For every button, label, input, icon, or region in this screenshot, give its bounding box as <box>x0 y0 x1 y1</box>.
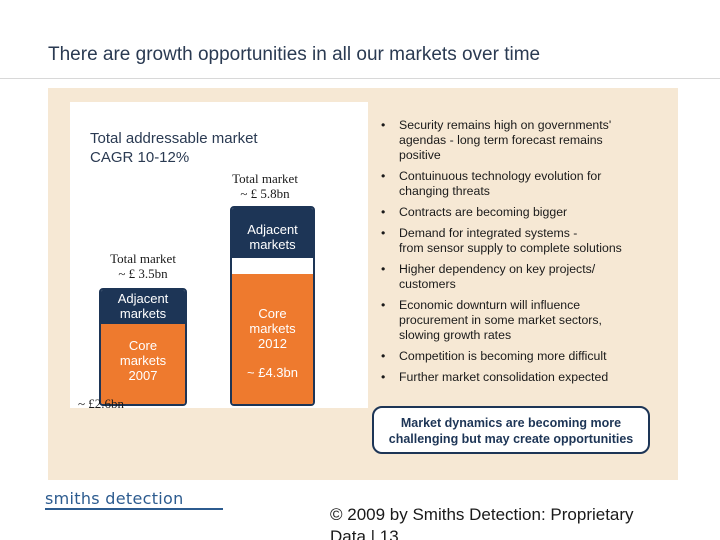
bullet-text: customers <box>399 277 456 291</box>
slide-title: There are growth opportunities in all ou… <box>48 44 541 65</box>
bullet-text: Further market consolidation expected <box>399 370 609 384</box>
core-2007-line2: markets <box>119 353 167 368</box>
bullet-text: Competition is becoming more difficult <box>399 349 607 363</box>
core-2012-line1: Core <box>258 306 287 321</box>
bullet-marker: • <box>381 118 386 132</box>
bullet-item: • Security remains high on governments' … <box>378 118 648 163</box>
title-divider <box>0 78 720 79</box>
bullet-text: from sensor supply to complete solutions <box>399 241 622 255</box>
callout-line2: challenging but may create opportunities <box>388 432 634 446</box>
total-2007-line2: ~ £ 3.5bn <box>118 266 168 281</box>
market-bar-2012: Adjacent markets Core markets 2012 ~ £4.… <box>230 206 315 406</box>
callout-line1: Market dynamics are becoming more <box>400 416 622 430</box>
copyright-line1: © 2009 by Smiths Detection: Proprietary <box>330 505 634 524</box>
bullet-text: agendas - long term forecast remains <box>399 133 603 147</box>
total-market-2007-label: Total market ~ £ 3.5bn <box>98 251 188 281</box>
total-2007-line1: Total market <box>110 251 176 266</box>
bullet-marker: • <box>381 205 386 219</box>
copyright-footer: © 2009 by Smiths Detection: Proprietary … <box>330 504 720 540</box>
bullet-text: slowing growth rates <box>399 328 512 342</box>
core-2007-line3: 2007 <box>128 368 158 383</box>
logo-text: smiths detection <box>45 489 184 508</box>
logo-underline <box>45 508 223 510</box>
core-2007-line1: Core <box>128 338 158 353</box>
adjacent-2007-line1: Adjacent <box>117 291 169 306</box>
bullet-text: positive <box>399 148 441 162</box>
bullet-text: Security remains high on governments' <box>399 118 612 132</box>
chart-heading-line1: Total addressable market <box>90 130 258 147</box>
adjacent-markets-2007-segment: Adjacent markets <box>101 290 185 324</box>
smiths-detection-logo: smiths detection <box>45 488 223 510</box>
bullet-text: Economic downturn will influence <box>399 298 581 312</box>
chart-heading-line2: CAGR 10-12% <box>90 149 190 166</box>
bullet-item: • Further market consolidation expected <box>378 370 648 385</box>
bullet-marker: • <box>381 298 386 312</box>
core-2012-line3: 2012 <box>258 336 287 351</box>
bullet-text: changing threats <box>399 184 490 198</box>
bullet-text: Contuinuous technology evolution for <box>399 169 602 183</box>
copyright-line2: Data | 13 <box>330 527 399 540</box>
bullet-marker: • <box>381 370 386 384</box>
total-market-2012-label: Total market ~ £ 5.8bn <box>220 171 310 201</box>
core-2012-line2: markets <box>249 321 296 336</box>
bullet-item: • Demand for integrated systems - from s… <box>378 226 648 256</box>
adjacent-2007-line2: markets <box>119 306 167 321</box>
core-2007-value-label: ~ £2.6bn <box>78 396 125 411</box>
bullet-item: • Higher dependency on key projects/ cus… <box>378 262 648 292</box>
market-dynamics-list: • Security remains high on governments' … <box>378 118 648 391</box>
core-markets-2012-segment: Core markets 2012 ~ £4.3bn <box>232 274 313 404</box>
bullet-text: Higher dependency on key projects/ <box>399 262 596 276</box>
bullet-item: • Economic downturn will influence procu… <box>378 298 648 343</box>
chart-heading: Total addressable market CAGR 10-12% <box>90 129 258 167</box>
core-2012-value: ~ £4.3bn <box>247 365 298 380</box>
total-2012-line1: Total market <box>232 171 298 186</box>
market-bar-2007: Adjacent markets Core markets 2007 <box>99 288 187 406</box>
adjacent-2012-line2: markets <box>249 237 296 252</box>
adjacent-2012-line1: Adjacent <box>247 222 298 237</box>
bullet-marker: • <box>381 226 386 240</box>
bullet-item: • Contracts are becoming bigger <box>378 205 648 220</box>
adjacent-markets-2012-segment: Adjacent markets <box>232 208 313 258</box>
bullet-item: • Contuinuous technology evolution for c… <box>378 169 648 199</box>
bullet-marker: • <box>381 262 386 276</box>
bullet-marker: • <box>381 349 386 363</box>
bullet-marker: • <box>381 169 386 183</box>
bullet-text: Contracts are becoming bigger <box>399 205 568 219</box>
bullet-text: Demand for integrated systems - <box>399 226 578 240</box>
market-dynamics-callout: Market dynamics are becoming more challe… <box>372 406 650 454</box>
core-markets-2007-segment: Core markets 2007 <box>101 324 185 404</box>
total-2012-line2: ~ £ 5.8bn <box>240 186 290 201</box>
bullet-text: procurement in some market sectors, <box>399 313 602 327</box>
bullet-item: • Competition is becoming more difficult <box>378 349 648 364</box>
